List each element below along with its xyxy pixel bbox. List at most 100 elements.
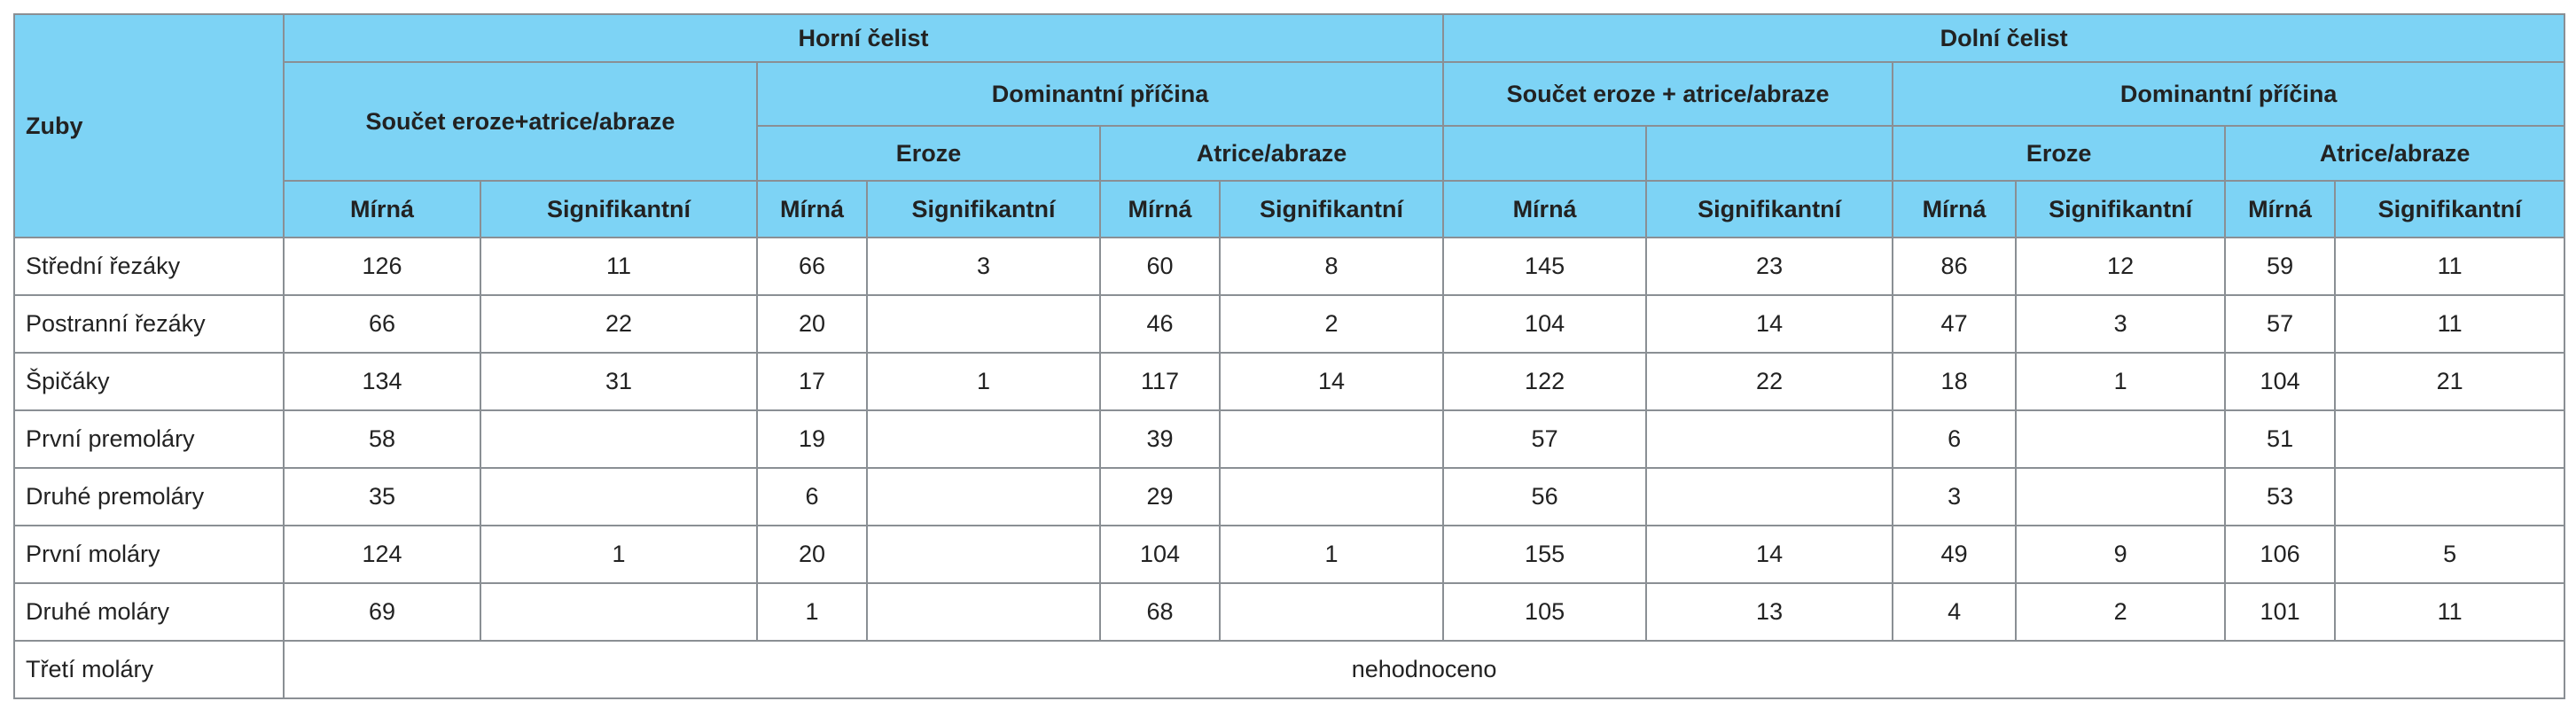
cause-header: Dominantní příčina	[755, 61, 1445, 127]
value-cell: 69	[283, 582, 481, 642]
column-header: Signifikantní	[1218, 180, 1445, 238]
value-cell: 126	[283, 237, 481, 296]
column-header: Mírná	[1099, 180, 1221, 238]
value-cell: 1	[2015, 352, 2227, 411]
column-header: Mírná	[1892, 180, 2018, 238]
sum-header: Součet eroze + atrice/abraze	[1442, 61, 1894, 127]
value-cell: 58	[283, 409, 481, 469]
cause-name: Eroze	[1892, 125, 2227, 182]
value-cell: 104	[1442, 294, 1648, 354]
row-label: Špičáky	[13, 352, 285, 411]
value-cell: 5	[2334, 525, 2566, 584]
value-cell: 11	[480, 237, 758, 296]
value-cell: 117	[1099, 352, 1221, 411]
value-cell: 68	[1099, 582, 1221, 642]
empty-cell	[866, 294, 1101, 354]
empty-cell	[1645, 409, 1894, 469]
note-cell: nehodnoceno	[282, 640, 2566, 699]
value-cell: 22	[480, 294, 758, 354]
value-cell: 11	[2334, 294, 2566, 354]
data-table: Zuby Horní čelist Dolní čelist Součet eroze…	[13, 13, 2566, 699]
row-label: Druhé premoláry	[13, 467, 285, 526]
value-cell: 3	[1892, 467, 2018, 526]
value-cell: 46	[1099, 294, 1221, 354]
row-label: Druhé moláry	[13, 582, 285, 642]
header-row: Zuby Horní čelist Dolní čelist	[13, 13, 2566, 238]
column-header: Signifikantní	[2015, 180, 2227, 238]
table-row: Střední řezáky 126 11 66 3 60 8 145 23 86 12 59 11	[13, 237, 2566, 296]
column-header: Mírná	[756, 180, 868, 238]
value-cell: 11	[2334, 582, 2566, 642]
table-row: Postranní řezáky 66 22 20 46 2 104 14 47 3 57 11	[13, 294, 2566, 354]
row-label: První premoláry	[13, 409, 285, 469]
value-cell: 134	[283, 352, 481, 411]
table-row: Druhé moláry 69 1 68 105 13 4 2 101 11	[13, 582, 2566, 642]
column-header: Signifikantní	[480, 180, 758, 238]
value-cell: 31	[480, 352, 758, 411]
empty-cell	[866, 467, 1101, 526]
row-label: Postranní řezáky	[13, 294, 285, 354]
value-cell: 3	[2015, 294, 2227, 354]
value-cell: 11	[2334, 237, 2566, 296]
value-cell: 6	[756, 467, 868, 526]
value-cell: 86	[1892, 237, 2018, 296]
empty-cell	[480, 409, 758, 469]
row-header: Zuby	[13, 13, 285, 238]
value-cell: 51	[2224, 409, 2337, 469]
jaw-header: Horní čelist	[282, 13, 1445, 63]
value-cell: 17	[756, 352, 868, 411]
cause-header: Dominantní příčina	[1892, 61, 2566, 127]
value-cell: 106	[2224, 525, 2337, 584]
row-label: Střední řezáky	[13, 237, 285, 296]
value-cell: 124	[283, 525, 481, 584]
value-cell: 14	[1645, 294, 1894, 354]
value-cell: 155	[1442, 525, 1648, 584]
empty-header	[1442, 125, 1648, 182]
value-cell: 29	[1099, 467, 1221, 526]
value-cell: 8	[1218, 237, 1445, 296]
value-cell: 9	[2015, 525, 2227, 584]
empty-cell	[1218, 582, 1445, 642]
empty-cell	[866, 525, 1101, 584]
value-cell: 35	[283, 467, 481, 526]
empty-cell	[480, 582, 758, 642]
value-cell: 14	[1645, 525, 1894, 584]
header-row: Součet eroze+atrice/abraze Dominantní pří…	[14, 61, 2566, 182]
value-cell: 145	[1442, 237, 1648, 296]
column-header: Signifikantní	[866, 180, 1101, 238]
value-cell: 1	[756, 582, 868, 642]
value-cell: 22	[1645, 352, 1894, 411]
table-row: První premoláry 58 19 39 57 6 51	[13, 409, 2566, 469]
value-cell: 56	[1442, 467, 1648, 526]
value-cell: 2	[1218, 294, 1445, 354]
value-cell: 3	[866, 237, 1101, 296]
value-cell: 2	[2015, 582, 2227, 642]
value-cell: 122	[1442, 352, 1648, 411]
value-cell: 53	[2224, 467, 2337, 526]
value-cell: 104	[2224, 352, 2337, 411]
column-header: Signifikantní	[2334, 180, 2566, 238]
value-cell: 14	[1218, 352, 1445, 411]
sum-header: Součet eroze+atrice/abraze	[283, 61, 758, 182]
value-cell: 20	[756, 525, 868, 584]
table-row: Špičáky 134 31 17 1 117 14 122 22 18 1 104 21	[13, 352, 2566, 411]
value-cell: 66	[756, 237, 868, 296]
value-cell: 59	[2224, 237, 2337, 296]
value-cell: 105	[1442, 582, 1648, 642]
value-cell: 1	[480, 525, 758, 584]
value-cell: 49	[1892, 525, 2018, 584]
value-cell: 66	[283, 294, 481, 354]
value-cell: 19	[756, 409, 868, 469]
cause-name: Eroze	[756, 125, 1101, 182]
column-header: Mírná	[2224, 180, 2337, 238]
value-cell: 6	[1892, 409, 2018, 469]
cause-name: Atrice/abraze	[1098, 125, 1445, 182]
value-cell: 13	[1645, 582, 1894, 642]
value-cell: 60	[1099, 237, 1221, 296]
header-row: Mírná Signifikantní Mírná Signifikantní Mírn…	[14, 180, 2566, 238]
table-body: Střední řezáky 126 11 66 3 60 8 145 23 86 12 59 11 Po…	[13, 237, 2566, 699]
value-cell: 4	[1892, 582, 2018, 642]
empty-cell	[2334, 409, 2566, 469]
value-cell: 18	[1892, 352, 2018, 411]
